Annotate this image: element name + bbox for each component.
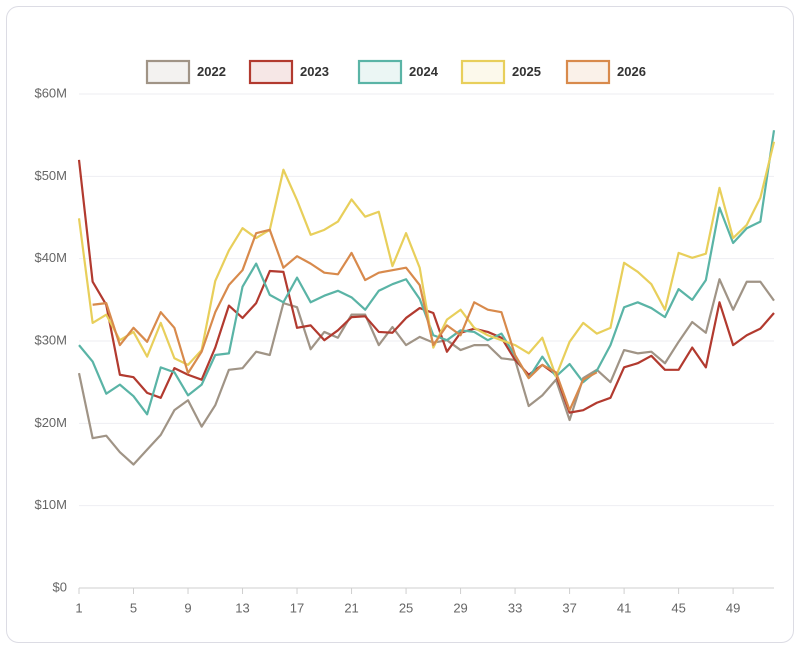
legend-swatch (248, 59, 294, 85)
legend-swatch (565, 59, 611, 85)
x-tick-label: 13 (235, 600, 249, 615)
x-tick-label: 5 (130, 600, 137, 615)
y-tick-label: $40M (34, 250, 67, 265)
y-tick-label: $50M (34, 168, 67, 183)
y-tick-label: $60M (34, 85, 67, 100)
x-tick-label: 33 (508, 600, 522, 615)
legend-label: 2023 (300, 64, 329, 79)
x-tick-label: 45 (671, 600, 685, 615)
legend-swatch (357, 59, 403, 85)
legend-swatch (460, 59, 506, 85)
legend-label: 2024 (409, 64, 439, 79)
x-tick-label: 29 (453, 600, 467, 615)
x-tick-label: 41 (617, 600, 631, 615)
x-tick-label: 49 (726, 600, 740, 615)
y-tick-label: $10M (34, 497, 67, 512)
legend-label: 2022 (197, 64, 226, 79)
series-line (77, 278, 775, 466)
legend-label: 2026 (617, 64, 646, 79)
x-tick-label: 9 (184, 600, 191, 615)
x-tick-label: 25 (399, 600, 413, 615)
y-tick-label: $0 (53, 579, 67, 594)
y-tick-label: $20M (34, 415, 67, 430)
series-line (92, 228, 598, 412)
x-tick-label: 21 (344, 600, 358, 615)
x-tick-label: 1 (75, 600, 82, 615)
x-tick-label: 17 (290, 600, 304, 615)
x-tick-label: 37 (562, 600, 576, 615)
series-line (77, 141, 776, 378)
legend-swatch (145, 59, 191, 85)
y-tick-label: $30M (34, 332, 67, 347)
legend-label: 2025 (512, 64, 541, 79)
